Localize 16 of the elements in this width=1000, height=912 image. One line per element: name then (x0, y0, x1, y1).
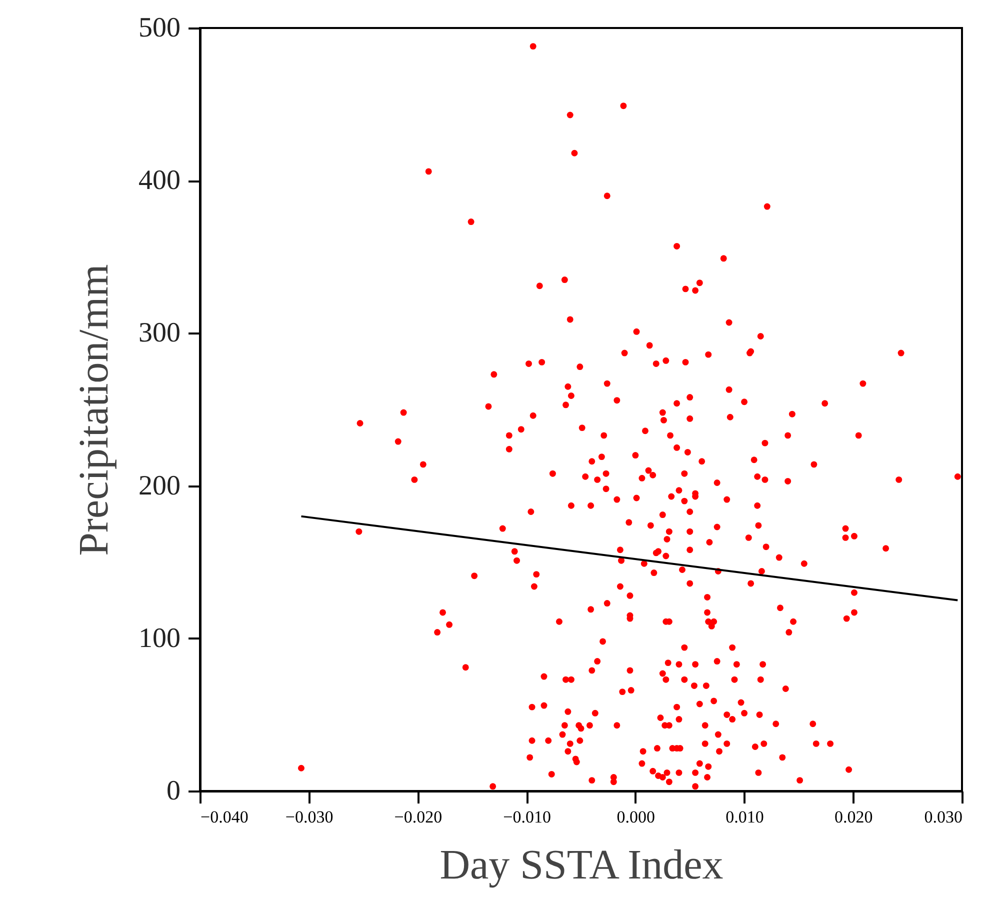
x-tick-label: 0.010 (726, 808, 764, 826)
y-tick-label: 300 (138, 318, 180, 349)
x-tick-label: 0.030 (924, 808, 962, 826)
x-tick-label: 0.000 (616, 808, 656, 826)
x-tick-label: 0.020 (834, 808, 873, 826)
y-tick-label: 400 (138, 165, 180, 196)
x-axis-title: Day SSTA Index (440, 842, 724, 888)
x-tick-label: −0.040 (200, 808, 248, 826)
y-axis-title: Precipitation/mm (72, 264, 118, 556)
x-tick-label: −0.020 (394, 808, 442, 826)
y-tick-label: 500 (138, 12, 180, 44)
y-tick-label: 0 (166, 776, 180, 806)
x-tick-label: −0.010 (503, 808, 551, 826)
y-tick-label: 200 (138, 470, 180, 502)
x-tick-label: −0.030 (285, 808, 334, 826)
y-tick-label: 100 (138, 622, 180, 654)
